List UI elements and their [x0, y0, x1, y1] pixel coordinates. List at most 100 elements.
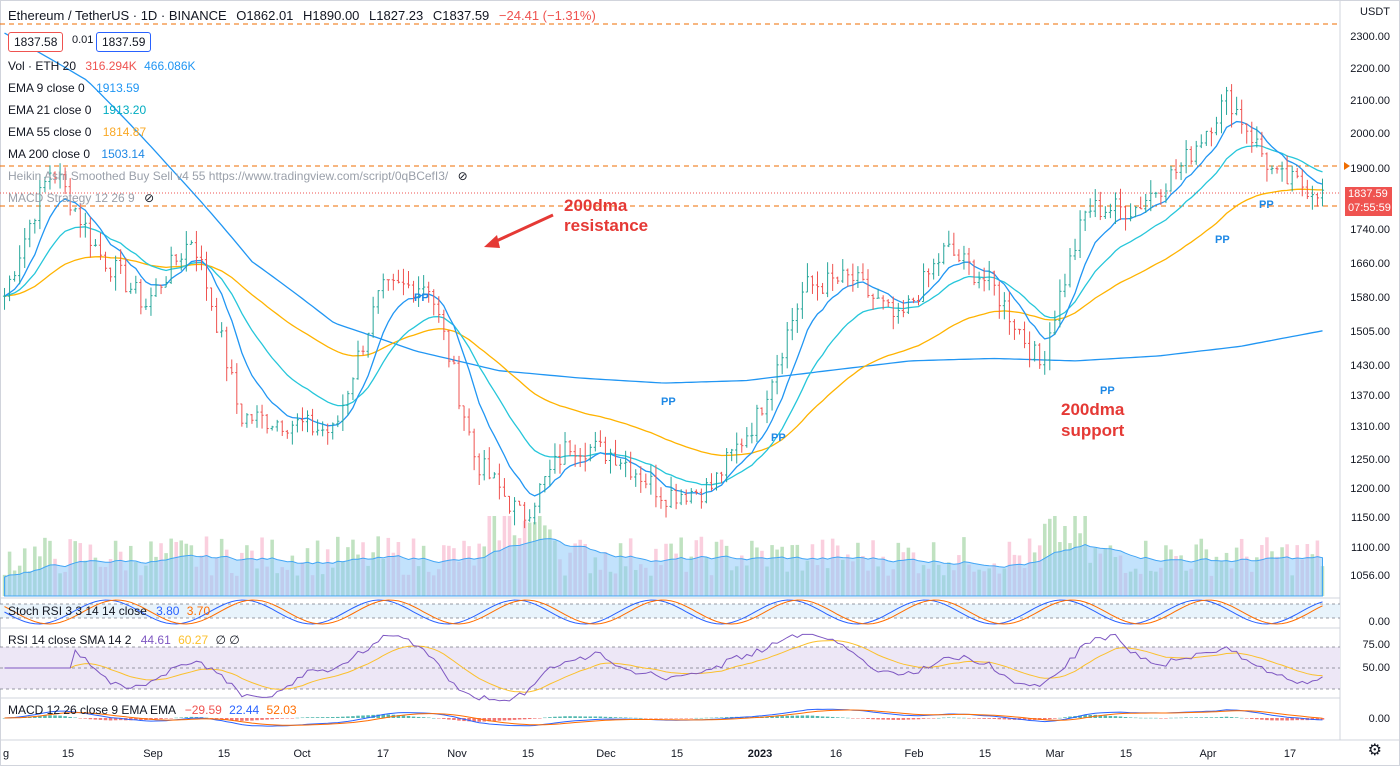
legend-ma200[interactable]: MA 200 close 0 1503.14: [8, 146, 145, 162]
price-axis-label: 1430.00: [1350, 360, 1390, 372]
macd-pane-legend[interactable]: MACD 12 26 close 9 EMA EMA −29.59 22.44 …: [8, 703, 297, 717]
macd-hist-bar: [305, 717, 310, 718]
legend-ema9-value: 1913.59: [96, 81, 140, 95]
symbol-title[interactable]: Ethereum / TetherUS · 1D · BINANCE: [8, 8, 227, 23]
macd-hist-bar: [775, 716, 779, 718]
legend-ema9[interactable]: EMA 9 close 0 1913.59: [8, 80, 139, 96]
stoch-pane-legend[interactable]: Stoch RSI 3 3 14 14 close 3.80 3.70: [8, 604, 210, 618]
macd-hist-bar: [48, 715, 52, 718]
macd-hist-bar: [709, 717, 714, 719]
macd-hist-bar: [1270, 718, 1274, 721]
macd-hist-bar: [861, 718, 865, 719]
time-axis-label: 15: [61, 748, 75, 760]
rsi-label: RSI 14 close SMA 14 2: [8, 633, 132, 647]
resistance-annotation[interactable]: 200dma resistance: [484, 196, 648, 248]
macd-hist-bar: [1184, 717, 1188, 718]
stoch-k-value: 3.80: [156, 604, 180, 618]
macd-hist-bar: [1138, 717, 1143, 719]
buy-button[interactable]: 1837.59: [96, 32, 152, 52]
macd-hist-bar: [911, 718, 916, 720]
macd-hist-bar: [987, 718, 991, 719]
macd-hist-bar: [361, 715, 365, 718]
macd-hist-bar: [1214, 717, 1219, 718]
macd-hist-bar: [659, 718, 663, 719]
macd-hist-bar: [164, 718, 168, 719]
pp-marker: PP: [1100, 385, 1115, 397]
resistance-arrow-head: [484, 235, 500, 248]
legend-ema21[interactable]: EMA 21 close 0 1913.20: [8, 102, 146, 118]
macd-hist-bar: [209, 718, 214, 719]
settings-gear-icon[interactable]: ⚙: [1367, 742, 1382, 759]
macd-hist-bar: [825, 716, 830, 718]
macd-hist-bar: [623, 717, 628, 718]
legend-ma200-label: MA 200 close 0: [8, 147, 91, 161]
price-axis-label: 2300.00: [1350, 31, 1390, 43]
macd-hist-bar: [1280, 718, 1284, 721]
currency-label[interactable]: USDT: [1360, 6, 1390, 18]
macd-hist-bar: [770, 716, 774, 718]
macd-hist-bar: [593, 716, 598, 718]
macd-hist-bar: [639, 717, 643, 719]
macd-hist-bar: [118, 718, 123, 721]
alert-marker-icon[interactable]: [1344, 162, 1350, 170]
macd-hist-bar: [840, 717, 845, 719]
macd-hist-bar: [103, 718, 108, 721]
macd-hist-bar: [1159, 718, 1163, 719]
macd-hist-bar: [820, 716, 825, 718]
macd-hist-bar: [1078, 715, 1082, 718]
macd-hist-bar: [856, 718, 860, 719]
price-axis-label: 2000.00: [1350, 128, 1390, 140]
macd-hist-bar: [694, 717, 699, 719]
legend-ema55[interactable]: EMA 55 close 0 1814.87: [8, 124, 146, 140]
macd-hist-bar: [33, 716, 37, 718]
pp-marker: PP: [1215, 234, 1230, 246]
legend-heikin-ashi[interactable]: Heikin Ashi Smoothed Buy Sell v4 55 http…: [8, 168, 468, 184]
macd-hist-bar: [815, 715, 820, 718]
candlestick-series: [2, 84, 1325, 529]
macd-hist-bar: [1174, 717, 1178, 719]
price-axis-label: 1056.00: [1350, 570, 1390, 582]
macd-hist-bar: [1285, 718, 1289, 721]
macd-hist-value: −29.59: [184, 703, 222, 717]
macd-hist-bar: [477, 718, 481, 722]
macd-hist-bar: [88, 718, 93, 720]
macd-hist-bar: [810, 715, 815, 718]
legend-macd-strategy[interactable]: MACD Strategy 12 26 9 ⊘: [8, 190, 154, 206]
macd-hist-bar: [568, 716, 572, 718]
time-axis-label: Nov: [447, 748, 467, 760]
sell-button[interactable]: 1837.58: [8, 32, 64, 52]
macd-hist-bar: [411, 716, 416, 718]
macd-hist-bar: [1154, 717, 1158, 719]
macd-hist-bar: [548, 717, 552, 718]
stoch-label: Stoch RSI 3 3 14 14 close: [8, 604, 147, 618]
macd-hist-bar: [1113, 716, 1118, 718]
time-axis-label: g: [2, 748, 10, 760]
macd-hist-bar: [275, 718, 279, 719]
macd-hist-bar: [1275, 718, 1279, 721]
eye-hidden-icon[interactable]: ⊘: [144, 191, 155, 205]
macd-hist-bar: [538, 718, 542, 719]
price-axis-label: 1200.00: [1350, 483, 1390, 495]
pp-marker: PP: [771, 432, 786, 444]
macd-hist-bar: [406, 716, 411, 718]
macd-hist-bar: [654, 718, 658, 719]
macd-hist-bar: [280, 718, 285, 719]
time-axis-label: Sep: [143, 748, 163, 760]
macd-hist-bar: [487, 718, 492, 722]
time-axis-label: Dec: [596, 748, 616, 760]
eye-hidden-icon[interactable]: ⊘: [457, 169, 468, 183]
macd-hist-bar: [851, 718, 855, 719]
price-axis-label: 1370.00: [1350, 390, 1390, 402]
legend-volume[interactable]: Vol · ETH 20 316.294K 466.086K: [8, 58, 196, 74]
price-axis-label: 1100.00: [1351, 542, 1390, 554]
price-axis-label: 1250.00: [1350, 454, 1390, 466]
macd-hist-bar: [926, 718, 931, 719]
rsi-pane-legend[interactable]: RSI 14 close SMA 14 2 44.61 60.27 ∅ ∅: [8, 633, 240, 647]
volume-bar: [7, 551, 12, 596]
macd-hist-bar: [426, 717, 431, 719]
macd-hist-bar: [315, 717, 320, 718]
support-annotation[interactable]: 200dma support: [1061, 400, 1125, 440]
macd-hist-bar: [240, 718, 244, 721]
macd-hist-bar: [992, 718, 997, 719]
